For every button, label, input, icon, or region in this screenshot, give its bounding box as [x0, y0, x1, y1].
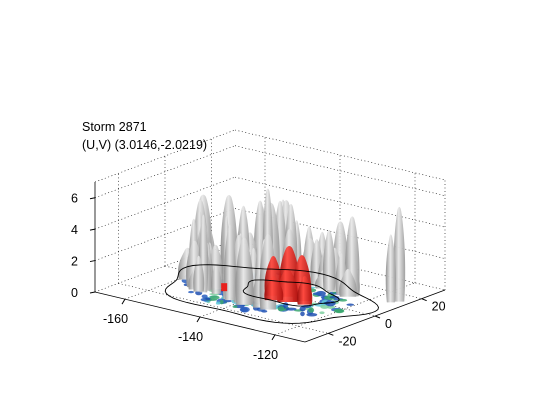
gray-tower [235, 237, 253, 305]
red-isosurface [221, 245, 313, 305]
base-patch [329, 295, 340, 299]
base-patch [338, 298, 348, 302]
base-patch [188, 290, 194, 294]
base-patch [306, 313, 318, 317]
base-patch [334, 309, 344, 313]
x-tick [196, 316, 201, 323]
base-patch [232, 305, 238, 309]
grid-line [199, 264, 341, 318]
x-tick-label: -160 [103, 312, 128, 326]
x-tick [121, 298, 126, 305]
grid-line [234, 129, 446, 181]
base-patch [300, 311, 305, 317]
gray-tower [393, 206, 406, 302]
base-patch [319, 311, 325, 315]
grid-line [94, 129, 236, 183]
z-tick [89, 228, 96, 231]
chart-subtitle: (U,V) (3.0146,-2.0219) [82, 138, 208, 152]
x-tick-label: -140 [178, 330, 203, 344]
x-tick-label: -120 [253, 348, 278, 362]
gray-isosurface [178, 188, 406, 310]
grid-line [94, 145, 236, 198]
z-tick [89, 291, 96, 294]
inner-contour [242, 279, 340, 307]
outer-contour [164, 264, 379, 324]
grid-line [234, 145, 446, 197]
y-tick-label: 20 [432, 300, 446, 314]
base-patch [219, 299, 224, 305]
grid-line [274, 282, 416, 336]
gray-tower [211, 262, 222, 294]
axis-ticks: -160 -140 -120 -20 0 20 0 2 4 6 [71, 192, 446, 362]
grid-line [94, 176, 236, 230]
grid-line [124, 246, 266, 300]
grid-line [118, 283, 329, 334]
z-tick-label: 4 [71, 223, 78, 237]
base-patch [320, 304, 329, 309]
y-tick [374, 315, 381, 319]
base-patch [285, 307, 297, 311]
base-patch [215, 301, 221, 305]
z-tick-label: 6 [71, 192, 78, 206]
z-tick [89, 260, 96, 263]
contour-lines [164, 264, 379, 324]
chart-title: Storm 2871 [82, 120, 147, 134]
base-patch [205, 297, 211, 301]
z-tick [89, 197, 96, 200]
x-tick [271, 334, 276, 341]
y-tick-label: 0 [385, 317, 392, 331]
gray-tower [385, 234, 396, 303]
base-patch [308, 307, 315, 313]
base-patch [201, 294, 208, 299]
y-tick-label: -20 [338, 334, 356, 348]
gray-tower [224, 224, 236, 301]
grid-line [94, 208, 236, 261]
red-tower [264, 276, 284, 301]
grid-line [234, 176, 446, 228]
base-patch [312, 292, 322, 296]
base-patch [239, 306, 250, 313]
y-tick [328, 332, 334, 336]
z-tick-label: 0 [71, 286, 78, 300]
y-tick [421, 298, 427, 302]
base-patch [277, 306, 285, 312]
red-block [221, 283, 228, 292]
z-tick-label: 2 [71, 255, 78, 269]
base-patch [346, 303, 355, 306]
